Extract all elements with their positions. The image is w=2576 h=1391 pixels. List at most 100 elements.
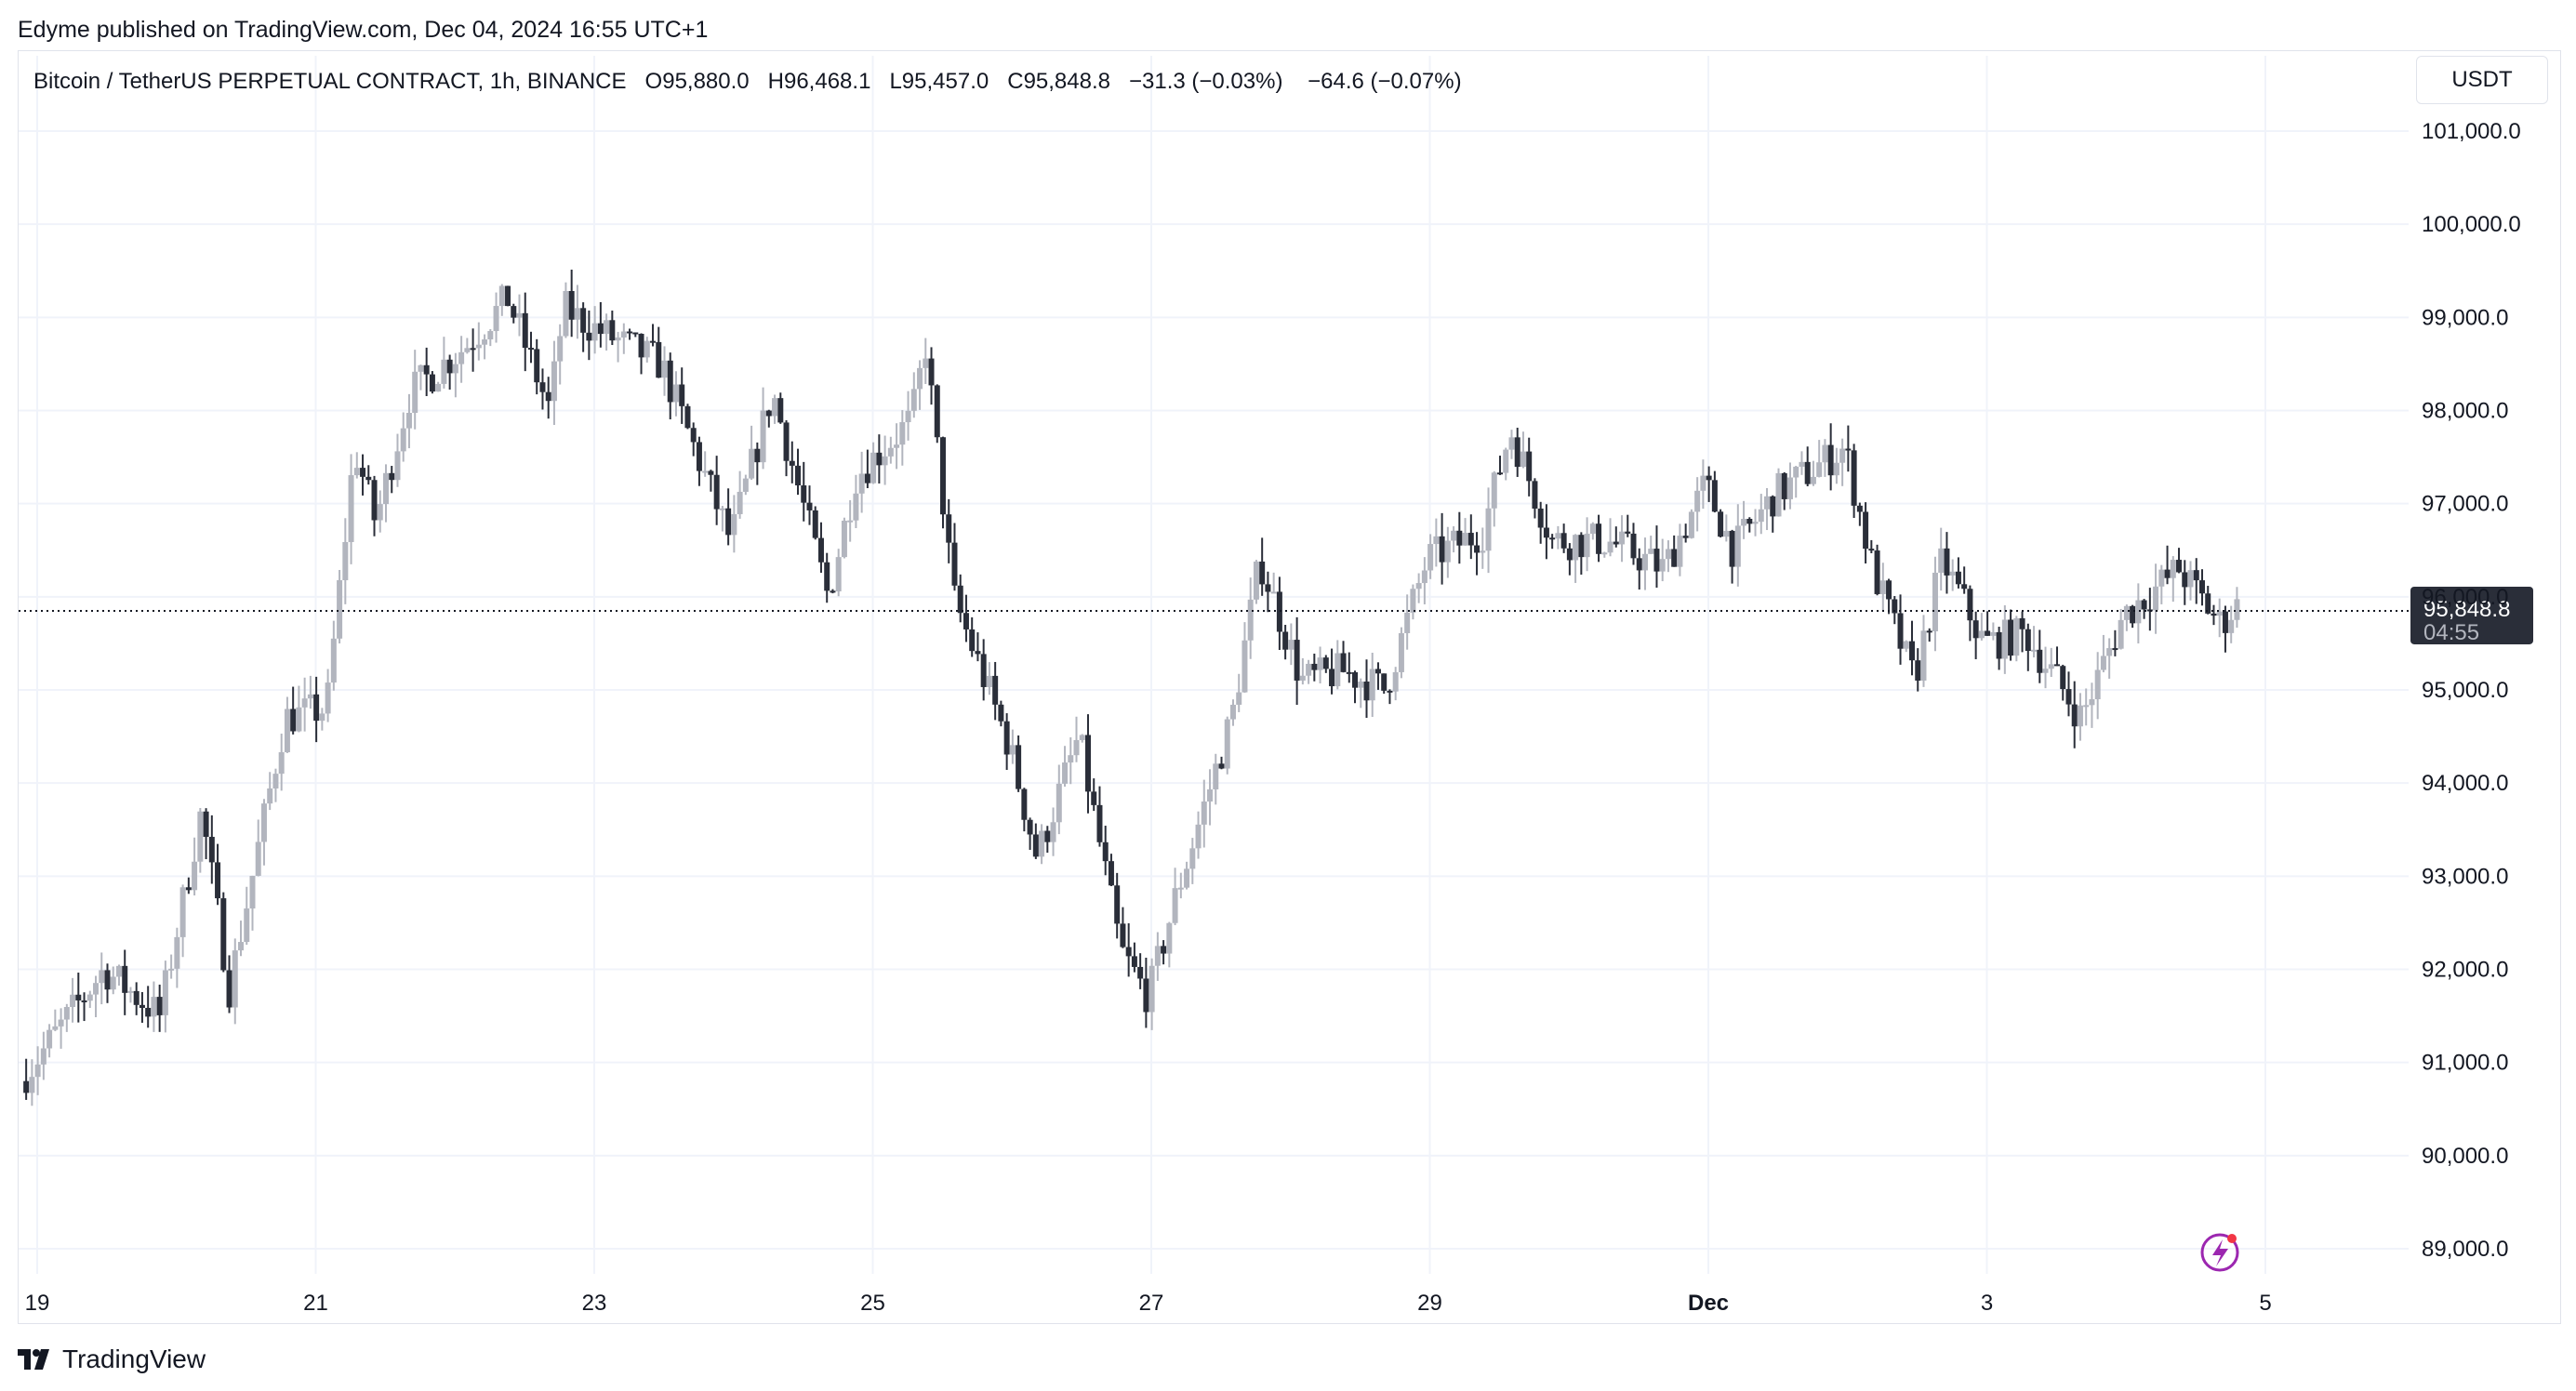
symbol-label[interactable]: Bitcoin / TetherUS PERPETUAL CONTRACT, 1…	[33, 69, 627, 94]
candle-body	[1671, 549, 1678, 567]
candle-body	[1306, 663, 1312, 676]
candle-body	[238, 942, 245, 951]
candle-body	[661, 360, 668, 378]
candle-body	[348, 475, 354, 542]
candle-body	[563, 290, 569, 337]
candle-body	[360, 468, 366, 477]
candle-body	[1822, 444, 1828, 463]
candle-body	[307, 694, 313, 699]
candle-body	[1863, 511, 1869, 550]
candle-body	[330, 638, 337, 683]
candle-body	[632, 332, 639, 335]
candle-body	[290, 709, 297, 732]
candle-body	[1213, 763, 1219, 789]
candle-body	[1062, 762, 1069, 784]
candle-body	[93, 983, 100, 995]
candle-body	[910, 389, 917, 411]
candle-body	[1456, 530, 1463, 546]
candle-body	[1131, 956, 1137, 967]
candle-body	[696, 442, 702, 471]
candle-body	[2060, 666, 2066, 690]
y-tick-label: 96,000.0	[2422, 585, 2508, 610]
candle-body	[301, 698, 308, 708]
candle-body	[2141, 600, 2147, 610]
candle-body	[133, 990, 139, 1005]
candle-body	[412, 371, 418, 414]
candle-body	[939, 437, 946, 515]
candle-body	[527, 348, 534, 351]
candle-body	[1851, 450, 1857, 506]
candle-body	[1688, 511, 1694, 538]
candle-body	[1786, 477, 1793, 499]
candle-body	[2198, 580, 2205, 594]
candle-body	[1050, 822, 1056, 842]
tradingview-logo[interactable]: TradingView	[18, 1345, 206, 1374]
candle-body	[319, 713, 325, 722]
candle-body	[1334, 653, 1341, 687]
candle-body	[1508, 437, 1515, 450]
candle-body	[272, 774, 279, 788]
candle-body	[754, 448, 761, 463]
candle-body	[1584, 534, 1590, 558]
candle-body	[2123, 605, 2130, 620]
x-tick-label: 19	[25, 1291, 50, 1316]
candle-body	[284, 709, 290, 753]
x-tick-label: 23	[582, 1291, 607, 1316]
candle-body	[1392, 671, 1399, 692]
candle-body	[2094, 669, 2101, 700]
candle-body	[1462, 533, 1468, 546]
candle-body	[458, 351, 465, 364]
candle-body	[772, 398, 778, 417]
candle-body	[650, 340, 657, 343]
candle-body	[713, 474, 720, 510]
candle-body	[1537, 508, 1544, 528]
candle-body	[1009, 745, 1016, 755]
candle-body	[2228, 619, 2235, 633]
countdown-label: 04:55	[2423, 620, 2479, 645]
candle-body	[1961, 584, 1968, 590]
currency-button[interactable]: USDT	[2416, 56, 2548, 104]
candle-body	[1758, 509, 1764, 523]
candle-body	[2170, 560, 2176, 578]
candle-body	[1027, 819, 1033, 835]
candle-body	[992, 675, 999, 705]
candle-body	[1770, 496, 1776, 517]
candle-body	[2118, 619, 2124, 649]
candle-body	[1340, 653, 1347, 672]
candle-body	[1677, 536, 1683, 567]
candle-body	[2025, 629, 2031, 651]
candle-body	[627, 331, 633, 334]
candle-body	[986, 675, 992, 687]
candle-body	[168, 968, 175, 971]
candle-body	[179, 887, 186, 937]
candle-body	[255, 841, 261, 876]
candle-body	[23, 1080, 30, 1093]
candle-body	[1990, 631, 1997, 636]
candle-body	[1404, 612, 1411, 633]
candle-body	[429, 374, 435, 392]
candle-body	[1886, 580, 1892, 600]
candle-body	[1665, 549, 1671, 560]
close-value: C95,848.8	[1007, 69, 1110, 94]
candle-body	[325, 682, 331, 714]
candle-body	[1949, 571, 1956, 576]
lightning-icon[interactable]	[2200, 1233, 2239, 1272]
candle-body	[1845, 448, 1852, 451]
candle-body	[545, 391, 551, 402]
candle-body	[505, 285, 511, 307]
candle-body	[2153, 586, 2159, 611]
candle-body	[446, 359, 453, 374]
candle-body	[1793, 466, 1799, 478]
candle-body	[145, 1007, 152, 1017]
candle-body	[1352, 671, 1359, 688]
candle-body	[1682, 536, 1689, 538]
candle-body	[1543, 527, 1549, 538]
price-axis: 101,000.0 100,000.0 99,000.0 98,000.0 97,000…	[2422, 119, 2521, 1262]
candle-body	[498, 285, 505, 307]
candle-body	[1044, 830, 1051, 842]
candle-body	[1387, 690, 1393, 693]
candle-body	[1056, 783, 1062, 823]
candle-body	[249, 875, 256, 909]
candle-body	[522, 312, 528, 349]
